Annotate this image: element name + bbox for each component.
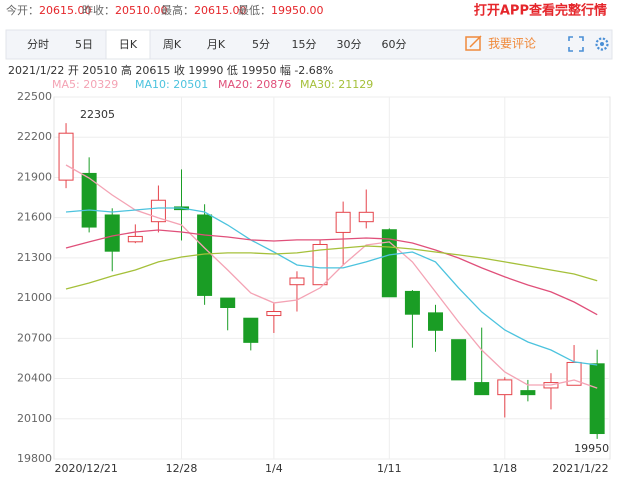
quote-label: 昨收： <box>82 3 115 17</box>
tab[interactable]: 5日 <box>75 38 93 51</box>
tab[interactable]: 15分 <box>292 38 317 51</box>
candle-body <box>243 317 259 343</box>
candle-body <box>428 312 444 331</box>
quote: 今开：20615.00 <box>6 3 92 17</box>
ma-line <box>65 164 598 389</box>
candle-body <box>474 382 490 396</box>
candle-body <box>589 363 605 435</box>
quote-value: 19950.00 <box>271 4 324 17</box>
candle-body <box>520 390 536 396</box>
x-tick-label: 1/4 <box>265 462 283 475</box>
y-tick-label: 20400 <box>17 372 52 385</box>
app-link[interactable]: 打开APP查看完整行情 <box>474 3 607 19</box>
x-tick-label: 1/18 <box>492 462 517 475</box>
legend-entry: MA10: 20501 <box>135 78 208 91</box>
tab-selected-bg <box>105 29 151 60</box>
quote-label: 最高： <box>161 3 194 17</box>
tab[interactable]: 60分 <box>382 38 407 51</box>
y-tick-label: 20100 <box>17 412 52 425</box>
legend-entry: MA5: 20329 <box>52 78 118 91</box>
quote-value: 20615.00 <box>39 4 92 17</box>
tab[interactable]: 日K <box>119 38 138 51</box>
settings-icon[interactable] <box>595 37 609 51</box>
quote-label: 最低： <box>238 4 271 17</box>
candle-body <box>497 379 513 396</box>
candle-body <box>104 214 120 252</box>
candle-body <box>81 172 97 228</box>
x-tick-label: 2020/12/21 <box>55 462 118 475</box>
ma-line <box>65 229 598 316</box>
comment-icon[interactable] <box>465 35 482 51</box>
ma-line <box>65 245 598 290</box>
quote-label: 今开： <box>6 3 39 17</box>
candle-body <box>220 297 236 308</box>
extreme-label: 22305 <box>80 108 115 121</box>
legend-entry: MA30: 21129 <box>300 78 373 91</box>
tab[interactable]: 5分 <box>252 38 270 51</box>
quote-value: 20510.00 <box>115 4 168 17</box>
x-tick-label: 1/11 <box>377 462 402 475</box>
candle-body <box>127 235 143 243</box>
tab[interactable]: 周K <box>163 38 182 51</box>
tab[interactable]: 月K <box>207 38 226 51</box>
ma-line <box>65 207 598 366</box>
candle-body <box>358 211 374 223</box>
quote: 昨收：20510.00 <box>82 3 168 17</box>
y-tick-label: 21900 <box>17 170 52 183</box>
quote: 最低：19950.00 <box>238 4 324 17</box>
comment-link[interactable]: 我要评论 <box>488 37 536 51</box>
candle-body <box>335 211 351 233</box>
tab[interactable]: 分时 <box>27 38 49 51</box>
tab[interactable]: 30分 <box>337 38 362 51</box>
fullscreen-icon[interactable] <box>568 36 584 52</box>
y-tick-label: 22200 <box>17 130 52 143</box>
plot-frame <box>53 96 611 460</box>
y-tick-label: 21600 <box>17 211 52 224</box>
quote: 最高：20615.00 <box>161 3 247 17</box>
legend-entry: MA20: 20876 <box>218 78 291 91</box>
x-tick-label: 2021/1/22 <box>552 462 608 475</box>
candle-body <box>58 132 74 181</box>
candle-body <box>404 290 420 315</box>
kline-info: 2021/1/22 开 20510 高 20615 收 19990 低 1995… <box>8 63 333 77</box>
candle-body <box>451 339 467 381</box>
y-tick-label: 21000 <box>17 291 52 304</box>
x-tick-label: 12/28 <box>166 462 198 475</box>
candle-body <box>289 277 305 286</box>
candle-body <box>266 311 282 317</box>
extreme-label: 19950 <box>574 442 609 455</box>
candle-body <box>312 243 328 286</box>
y-tick-label: 19800 <box>17 452 52 465</box>
y-tick-label: 21300 <box>17 251 52 264</box>
y-tick-label: 20700 <box>17 331 52 344</box>
y-tick-label: 22500 <box>17 90 52 103</box>
quote-value: 20615.00 <box>194 4 247 17</box>
